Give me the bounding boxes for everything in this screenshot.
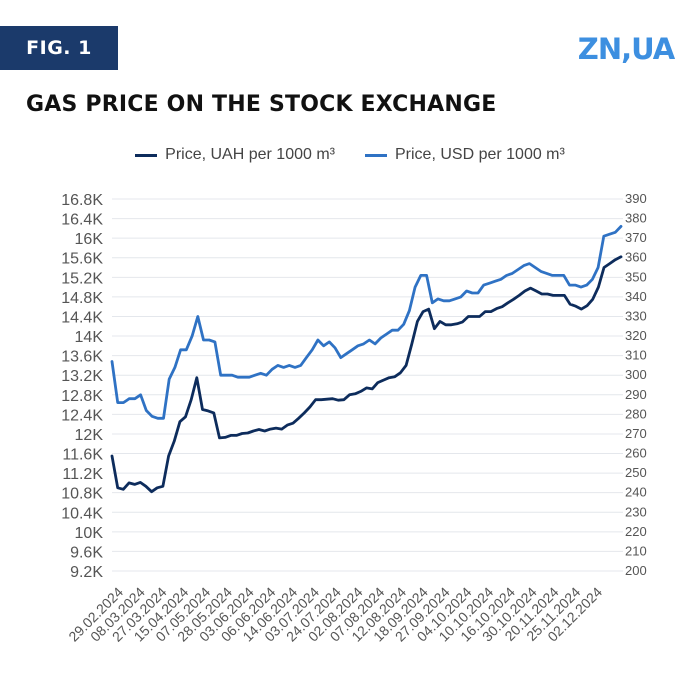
left-axis-tick-label: 11.6K (62, 447, 103, 464)
figure-label-badge: FIG. 1 (0, 26, 118, 70)
right-axis-tick-label: 270 (625, 426, 647, 441)
left-axis-tick-label: 11.2K (62, 466, 103, 483)
series-line-uah (110, 255, 623, 494)
left-axis-tick-label: 9.2K (70, 564, 103, 581)
left-axis-tick-label: 12.4K (61, 407, 103, 424)
left-axis-tick-label: 15.6K (61, 251, 103, 268)
legend-item-usd: Price, USD per 1000 m³ (365, 146, 565, 164)
legend-swatch-usd (365, 153, 387, 157)
right-axis-tick-label: 390 (625, 191, 647, 206)
left-axis-tick-label: 16K (75, 231, 104, 248)
left-axis-tick-label: 14K (75, 329, 104, 346)
left-axis-tick-label: 10K (75, 525, 104, 542)
left-axis-ticks: 9.2K 9.6K 10K 10.4K 10.8K 11.2K 11.6K 12K 12.4K 1… (61, 192, 103, 581)
right-axis-tick-label: 350 (625, 269, 647, 284)
grid-lines (112, 198, 623, 572)
legend-item-uah: Price, UAH per 1000 m³ (135, 146, 335, 164)
right-axis-tick-label: 230 (625, 504, 647, 519)
series-lines (110, 224, 623, 494)
right-axis-tick-label: 310 (625, 348, 647, 363)
right-axis-tick-label: 210 (625, 543, 647, 558)
right-axis-tick-label: 280 (625, 406, 647, 421)
left-axis-tick-label: 12.8K (61, 388, 103, 405)
right-axis-tick-label: 260 (625, 446, 647, 461)
right-axis-tick-label: 360 (625, 250, 647, 265)
right-axis-tick-label: 370 (625, 230, 647, 245)
right-axis-tick-label: 340 (625, 289, 647, 304)
chart-legend: Price, UAH per 1000 m³ Price, USD per 10… (0, 146, 700, 164)
left-axis-tick-label: 12K (75, 427, 104, 444)
right-axis-tick-label: 330 (625, 308, 647, 323)
right-axis-tick-label: 250 (625, 465, 647, 480)
right-axis-tick-label: 200 (625, 563, 647, 578)
zn-ua-logo: ZN,UA (578, 26, 675, 72)
right-axis-tick-label: 240 (625, 485, 647, 500)
left-axis-tick-label: 10.8K (61, 486, 103, 503)
left-axis-tick-label: 9.6K (70, 544, 103, 561)
legend-label-usd: Price, USD per 1000 m³ (395, 146, 565, 163)
left-axis-tick-label: 13.2K (61, 368, 103, 385)
left-axis-tick-label: 13.6K (61, 349, 103, 366)
chart-title: GAS PRICE ON THE STOCK EXCHANGE (26, 92, 497, 117)
left-axis-tick-label: 15.2K (61, 270, 103, 287)
left-axis-tick-label: 10.4K (61, 505, 103, 522)
left-axis-tick-label: 14.4K (61, 309, 103, 326)
series-line-usd (110, 224, 623, 420)
left-axis-tick-label: 16.4K (61, 212, 103, 229)
right-axis-tick-label: 380 (625, 211, 647, 226)
legend-label-uah: Price, UAH per 1000 m³ (165, 146, 335, 163)
right-axis-ticks: 200 210 220 230 240 250 260 270 280 290 300 310 320 3… (625, 191, 647, 578)
right-axis-tick-label: 290 (625, 387, 647, 402)
right-axis-tick-label: 220 (625, 524, 647, 539)
left-axis-tick-label: 16.8K (61, 192, 103, 209)
right-axis-tick-label: 300 (625, 367, 647, 382)
x-axis-ticks: 29.02.202408.03.202427.03.202415.04.2024… (65, 584, 605, 645)
legend-swatch-uah (135, 153, 158, 157)
right-axis-tick-label: 320 (625, 328, 647, 343)
left-axis-tick-label: 14.8K (61, 290, 103, 307)
